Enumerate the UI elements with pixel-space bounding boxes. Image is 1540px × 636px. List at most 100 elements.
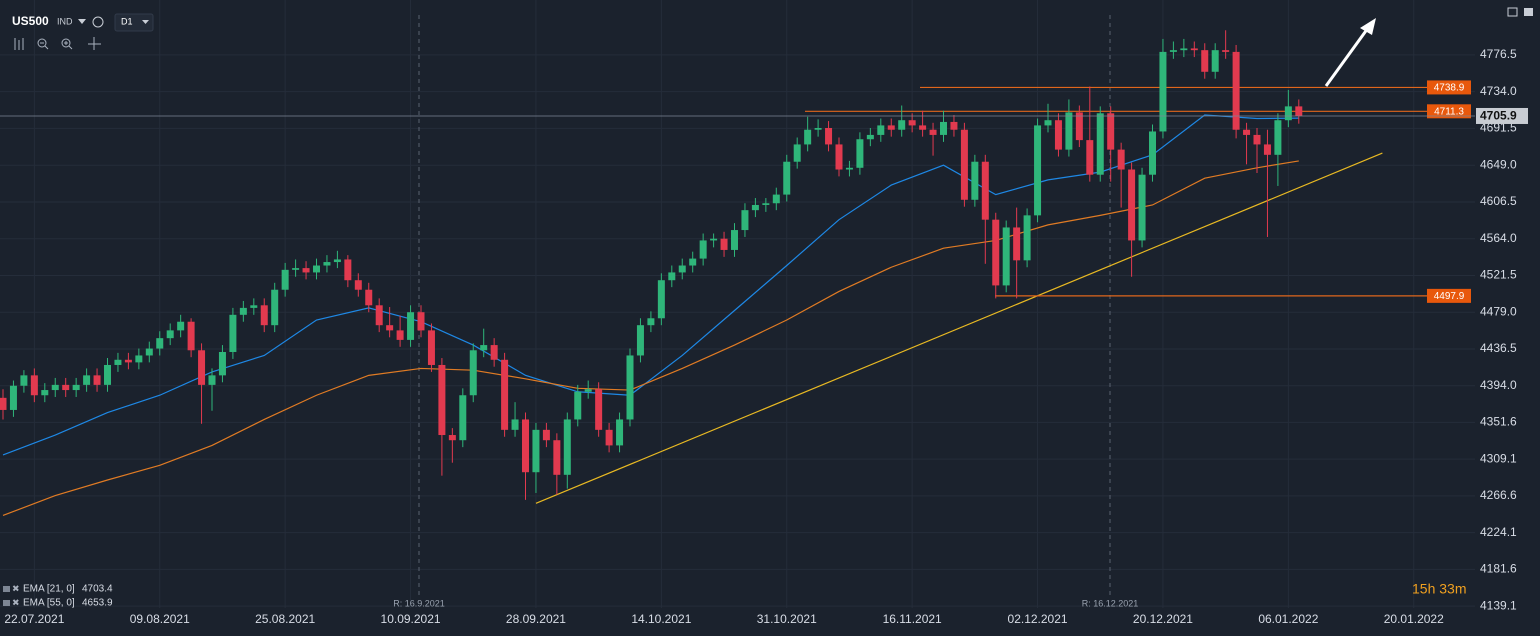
zoom-in-icon[interactable] [61, 38, 71, 48]
candle-body [522, 419, 529, 473]
candle-body [940, 121, 947, 135]
timeframe[interactable]: D1 [121, 16, 133, 26]
level-label-box [1427, 104, 1471, 119]
candle-body [386, 325, 394, 331]
price-axis [1475, 0, 1540, 636]
y-tick-label: 4734.0 [1480, 84, 1517, 98]
candle-body [1013, 227, 1021, 261]
candle-body [20, 375, 28, 386]
x-tick-label: 22.07.2021 [4, 612, 64, 626]
current-price-label: 4705.9 [1480, 109, 1517, 123]
candle-body [323, 262, 331, 266]
candle-body [313, 265, 320, 273]
dropdown-icon[interactable] [78, 19, 86, 24]
x-tick-label: 31.10.2021 [757, 612, 817, 626]
candle-body [1149, 131, 1156, 175]
candle-body [271, 289, 279, 326]
candle-body [448, 435, 456, 441]
candle-body [396, 330, 404, 340]
dropdown-icon[interactable] [142, 20, 149, 24]
y-tick-label: 4266.6 [1480, 488, 1517, 502]
move-icon[interactable] [88, 37, 101, 50]
level-label: 4711.3 [1434, 106, 1464, 117]
candle-body [365, 289, 373, 306]
candle-body [41, 390, 49, 396]
indicator-icon[interactable] [14, 38, 24, 50]
candle-body [1211, 50, 1219, 72]
info-icon[interactable] [92, 16, 104, 28]
legend-close: ✖ [12, 583, 20, 593]
candle-body [804, 129, 812, 145]
candle-body [114, 359, 122, 365]
candle-body [62, 384, 70, 391]
candle-body [83, 375, 91, 385]
candle-body [250, 305, 258, 308]
candle-body [762, 203, 770, 205]
toolbar [14, 37, 101, 50]
candle-body [657, 280, 665, 319]
candle-body [845, 167, 853, 170]
y-tick-label: 4309.1 [1480, 451, 1517, 465]
candle-body [51, 384, 59, 391]
candle-body [1117, 149, 1125, 170]
candle-body [647, 318, 655, 326]
candle-body [1023, 215, 1031, 261]
candle-body [239, 307, 247, 315]
legend-close: ✖ [12, 597, 20, 607]
y-tick-label: 4394.0 [1480, 378, 1517, 392]
candle-body [960, 129, 968, 200]
candle-body [1044, 120, 1052, 126]
candle-body [490, 345, 498, 360]
x-tick-label: 20.01.2022 [1384, 612, 1444, 626]
y-tick-label: 4181.6 [1480, 562, 1517, 576]
candle-body [229, 314, 237, 352]
candle-body [668, 272, 676, 281]
candle-body [1232, 51, 1240, 130]
candle-body [814, 128, 822, 130]
candle-body [9, 385, 17, 410]
x-tick-label: 28.09.2021 [506, 612, 566, 626]
level-label: 4497.9 [1434, 291, 1465, 302]
candle-body [344, 259, 352, 281]
candle-body [950, 121, 958, 130]
zoom-out-icon[interactable] [37, 38, 47, 48]
x-tick-label: 20.12.2021 [1133, 612, 1193, 626]
candle-body [616, 419, 624, 446]
candle-body [783, 161, 791, 195]
candle-body [198, 350, 206, 385]
y-tick-label: 4479.0 [1480, 304, 1517, 318]
legend-value: 4653.9 [82, 598, 113, 609]
y-tick-label: 4564.0 [1480, 231, 1517, 245]
legend-value: 4703.4 [82, 584, 113, 595]
timeframe-box[interactable] [114, 13, 154, 32]
symbol[interactable]: US500 [12, 14, 49, 28]
candle-body [156, 338, 164, 349]
x-tick-label: 14.10.2021 [631, 612, 691, 626]
marker-label: R: 16.12.2021 [1082, 598, 1139, 608]
candle-body [177, 321, 185, 331]
maximize-icon[interactable] [1524, 8, 1533, 16]
candle-body [1096, 113, 1104, 175]
level-label-box [1427, 80, 1471, 95]
y-tick-label: 4351.6 [1480, 415, 1517, 429]
minimize-icon[interactable] [1507, 7, 1518, 17]
candle-body [772, 194, 780, 204]
candle-body [731, 230, 738, 250]
candle-body [1128, 169, 1136, 241]
ema-line [2, 160, 1299, 517]
candle-body [1201, 50, 1209, 72]
x-tick-label: 02.12.2021 [1008, 612, 1068, 626]
x-tick-label: 16.11.2021 [883, 612, 942, 626]
candle-body [427, 330, 435, 365]
candle-body [354, 280, 362, 290]
candle-body [1284, 106, 1292, 121]
candle-body [0, 397, 7, 410]
marker-label: R: 16.9.2021 [393, 598, 445, 608]
candle-body [636, 325, 644, 356]
candle-body [333, 259, 341, 263]
candle-body [260, 305, 268, 326]
candle-body [532, 429, 540, 473]
candle-body [72, 384, 80, 391]
